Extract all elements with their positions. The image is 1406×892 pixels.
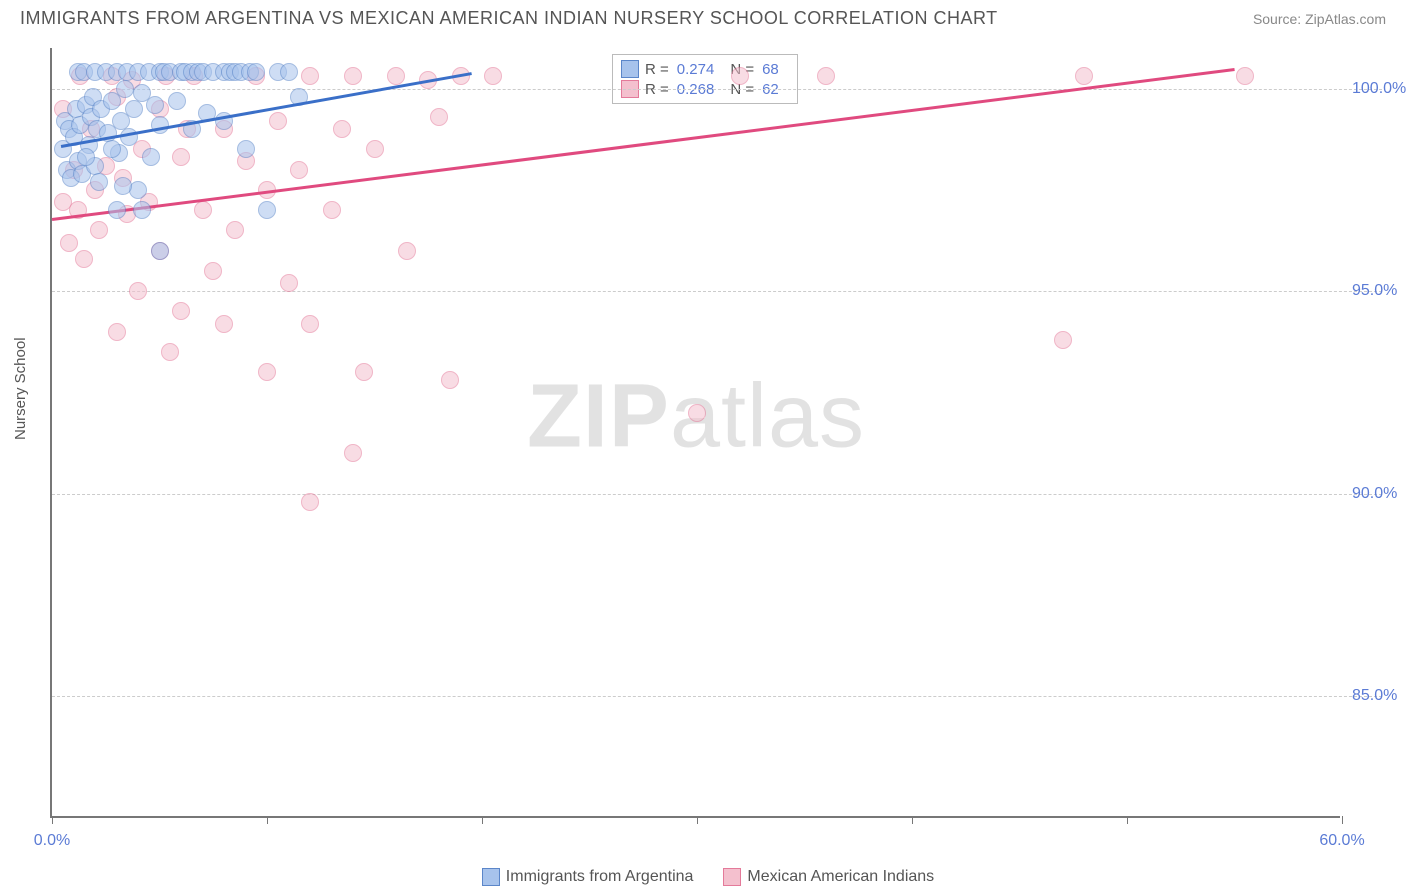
y-axis-label: Nursery School xyxy=(12,337,29,440)
scatter-point xyxy=(1075,67,1093,85)
scatter-point xyxy=(301,67,319,85)
x-tick xyxy=(697,816,698,824)
chart-container: ZIPatlas R =0.274N =68R =0.268N =62 85.0… xyxy=(50,48,1340,818)
scatter-point xyxy=(168,92,186,110)
scatter-point xyxy=(387,67,405,85)
gridline-h xyxy=(52,696,1382,697)
scatter-point xyxy=(258,363,276,381)
scatter-point xyxy=(344,67,362,85)
scatter-point xyxy=(441,371,459,389)
scatter-point xyxy=(323,201,341,219)
bottom-legend: Immigrants from Argentina Mexican America… xyxy=(0,868,1406,886)
plot-area: ZIPatlas R =0.274N =68R =0.268N =62 85.0… xyxy=(50,48,1340,818)
chart-title: IMMIGRANTS FROM ARGENTINA VS MEXICAN AME… xyxy=(20,8,998,29)
scatter-point xyxy=(172,302,190,320)
x-tick xyxy=(912,816,913,824)
legend-swatch xyxy=(723,868,741,886)
y-tick-label: 100.0% xyxy=(1352,80,1406,98)
scatter-point xyxy=(75,250,93,268)
scatter-point xyxy=(90,221,108,239)
scatter-point xyxy=(258,201,276,219)
stat-R-label: R = xyxy=(645,61,669,78)
scatter-point xyxy=(215,315,233,333)
legend-label: Immigrants from Argentina xyxy=(506,868,694,885)
scatter-point xyxy=(125,100,143,118)
scatter-point xyxy=(237,140,255,158)
y-tick-label: 85.0% xyxy=(1352,687,1397,705)
scatter-point xyxy=(344,444,362,462)
scatter-point xyxy=(204,262,222,280)
scatter-point xyxy=(129,282,147,300)
scatter-point xyxy=(142,148,160,166)
scatter-point xyxy=(817,67,835,85)
x-tick-label: 60.0% xyxy=(1319,832,1364,850)
scatter-point xyxy=(90,173,108,191)
stats-legend: R =0.274N =68R =0.268N =62 xyxy=(612,54,798,104)
gridline-h xyxy=(52,494,1382,495)
title-bar: IMMIGRANTS FROM ARGENTINA VS MEXICAN AME… xyxy=(0,0,1406,33)
scatter-point xyxy=(108,323,126,341)
x-tick xyxy=(52,816,53,824)
scatter-point xyxy=(77,148,95,166)
scatter-point xyxy=(430,108,448,126)
scatter-point xyxy=(226,221,244,239)
scatter-point xyxy=(1054,331,1072,349)
scatter-point xyxy=(151,242,169,260)
scatter-point xyxy=(103,140,121,158)
gridline-h xyxy=(52,89,1382,90)
stat-R-value: 0.274 xyxy=(677,61,715,78)
scatter-point xyxy=(114,177,132,195)
scatter-point xyxy=(333,120,351,138)
scatter-point xyxy=(366,140,384,158)
x-tick xyxy=(1342,816,1343,824)
scatter-point xyxy=(688,404,706,422)
scatter-point xyxy=(60,234,78,252)
legend-swatch xyxy=(621,60,639,78)
scatter-point xyxy=(280,63,298,81)
source-label: Source: ZipAtlas.com xyxy=(1253,11,1386,27)
scatter-point xyxy=(247,63,265,81)
scatter-point xyxy=(731,67,749,85)
scatter-point xyxy=(108,201,126,219)
y-tick-label: 90.0% xyxy=(1352,485,1397,503)
legend-label: Mexican American Indians xyxy=(747,868,934,885)
scatter-point xyxy=(1236,67,1254,85)
scatter-point xyxy=(355,363,373,381)
scatter-point xyxy=(484,67,502,85)
y-tick-label: 95.0% xyxy=(1352,282,1397,300)
legend-swatch xyxy=(482,868,500,886)
stats-row: R =0.274N =68 xyxy=(621,59,789,79)
scatter-point xyxy=(133,201,151,219)
scatter-point xyxy=(280,274,298,292)
scatter-point xyxy=(172,148,190,166)
stat-N-value: 68 xyxy=(762,61,779,78)
scatter-point xyxy=(116,80,134,98)
scatter-point xyxy=(194,201,212,219)
x-tick-label: 0.0% xyxy=(34,832,70,850)
scatter-point xyxy=(301,493,319,511)
x-tick xyxy=(267,816,268,824)
scatter-point xyxy=(301,315,319,333)
scatter-point xyxy=(146,96,164,114)
x-tick xyxy=(482,816,483,824)
scatter-point xyxy=(161,343,179,361)
scatter-point xyxy=(290,161,308,179)
scatter-point xyxy=(398,242,416,260)
scatter-point xyxy=(151,116,169,134)
scatter-point xyxy=(269,112,287,130)
gridline-h xyxy=(52,291,1382,292)
x-tick xyxy=(1127,816,1128,824)
